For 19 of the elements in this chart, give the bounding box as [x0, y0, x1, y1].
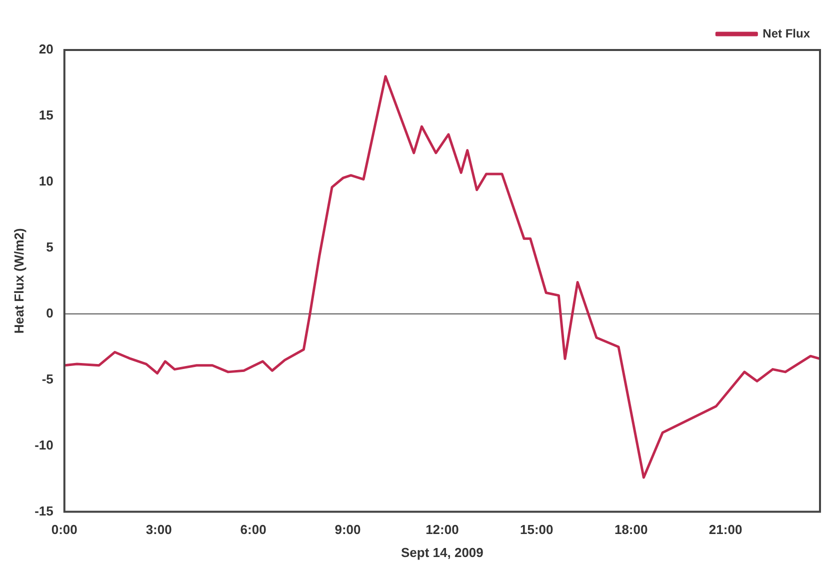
x-axis-title: Sept 14, 2009: [401, 544, 484, 560]
x-tick-label: 15:00: [520, 522, 554, 538]
y-tick-label: 0: [46, 305, 54, 320]
y-tick-label: -5: [42, 371, 54, 386]
x-tick-label: 6:00: [240, 522, 266, 538]
y-axis-title: Heat Flux (W/m2): [11, 228, 26, 334]
y-tick-label: 20: [38, 42, 54, 57]
x-tick-label: 9:00: [334, 522, 361, 538]
y-tick-label: 5: [46, 239, 54, 254]
y-tick-label: 15: [38, 108, 54, 123]
x-tick-label: 18:00: [614, 522, 648, 538]
x-tick-label: 12:00: [426, 522, 459, 538]
legend-label: Net Flux: [762, 26, 810, 40]
x-tick-label: 21:00: [708, 522, 742, 538]
x-tick-label: 3:00: [146, 522, 172, 538]
y-tick-label: 10: [38, 174, 54, 189]
y-tick-label: -15: [34, 503, 54, 518]
y-tick-label: -10: [34, 437, 54, 452]
x-tick-label: 0:00: [51, 522, 78, 538]
